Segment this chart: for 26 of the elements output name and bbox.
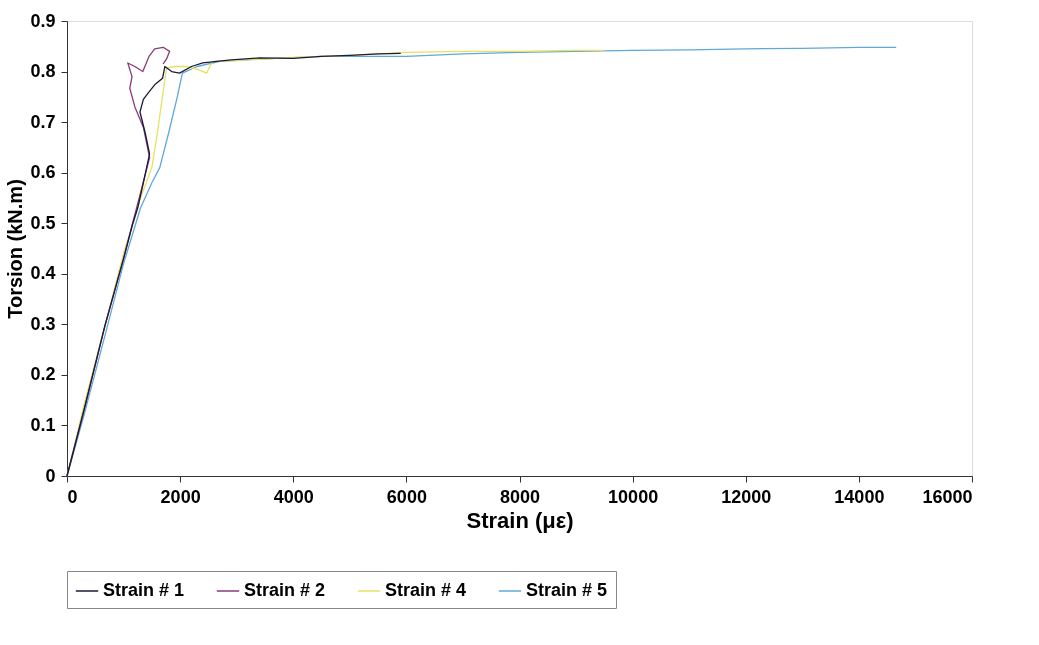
y-tick-label: 0.3 (30, 313, 56, 334)
y-axis-title: Torsion (kN.m) (4, 179, 27, 319)
legend-label: Strain # 5 (526, 580, 608, 600)
x-tick-label: 0 (67, 486, 78, 507)
x-tick-label: 12000 (721, 486, 772, 507)
y-tick-label: 0.6 (30, 162, 56, 183)
line-series (66, 52, 402, 477)
y-tick-label: 0.8 (30, 61, 56, 82)
x-axis-title: Strain (με) (466, 507, 574, 533)
x-tick-label: 16000 (922, 486, 973, 507)
y-tick-label: 0.4 (30, 263, 56, 284)
y-tick-label: 0 (45, 465, 56, 486)
legend-label: Strain # 1 (103, 580, 185, 600)
x-tick-label: 10000 (608, 486, 659, 507)
x-tick-label: 14000 (834, 486, 885, 507)
legend-label: Strain # 2 (244, 580, 326, 600)
y-tick-label: 0.7 (30, 111, 56, 132)
legend-label: Strain # 4 (385, 580, 467, 600)
x-tick-label: 8000 (499, 486, 541, 507)
x-tick-label: 2000 (160, 486, 201, 507)
y-tick-label: 0.1 (30, 414, 56, 435)
x-tick-label: 4000 (273, 486, 314, 507)
y-tick-label: 0.5 (30, 212, 56, 233)
y-tick-label: 0.2 (30, 364, 56, 385)
y-tick-label: 0.9 (30, 10, 56, 31)
x-tick-label: 6000 (386, 486, 427, 507)
